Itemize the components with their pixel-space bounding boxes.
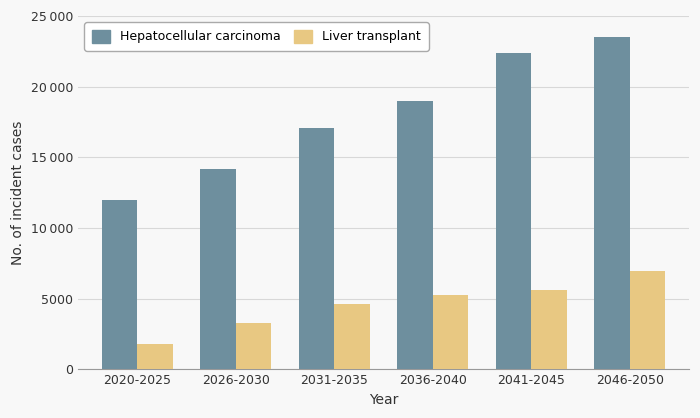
Bar	[433, 295, 468, 370]
Bar	[397, 101, 433, 370]
Bar	[137, 344, 172, 370]
Y-axis label: No. of incident cases: No. of incident cases	[11, 121, 25, 265]
Bar	[102, 200, 137, 370]
X-axis label: Year: Year	[369, 393, 398, 407]
Bar	[496, 53, 531, 370]
Bar	[531, 291, 567, 370]
Bar	[594, 37, 630, 370]
Bar	[299, 128, 334, 370]
Legend: Hepatocellular carcinoma, Liver transplant: Hepatocellular carcinoma, Liver transpla…	[84, 22, 428, 51]
Bar	[236, 323, 271, 370]
Bar	[334, 304, 370, 370]
Bar	[200, 169, 236, 370]
Bar	[630, 270, 665, 370]
